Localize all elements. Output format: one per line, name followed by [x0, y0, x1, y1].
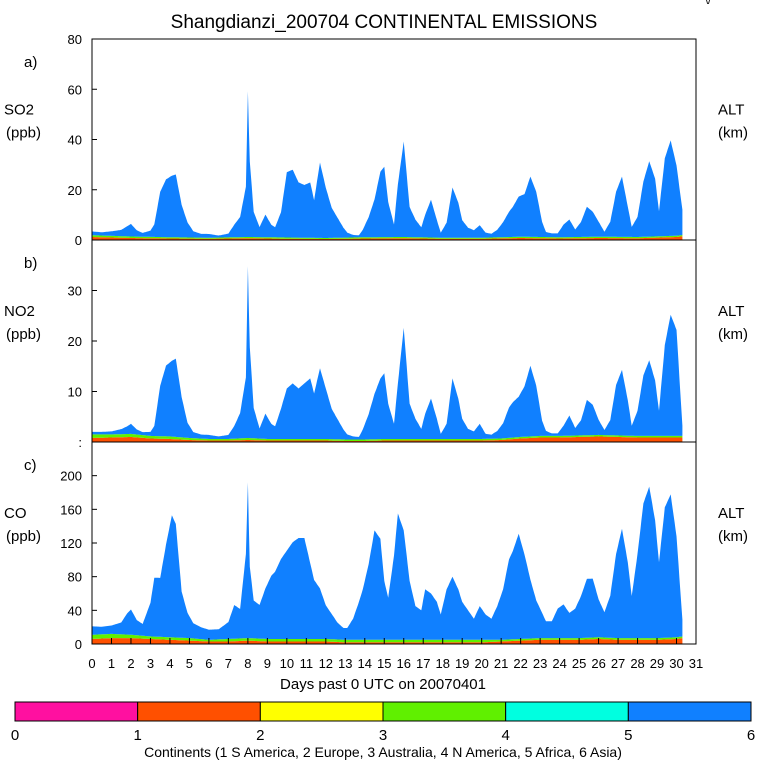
x-tick-label: 26	[591, 656, 605, 671]
colorbar-segment-5	[505, 701, 629, 722]
y-tick-label: 120	[60, 536, 82, 551]
y-axis-label: SO2	[4, 102, 34, 119]
colorbar-segment-6	[627, 701, 752, 722]
y-tick-label: 20	[68, 334, 82, 349]
y-tick-label: 160	[60, 502, 82, 517]
y-axis-unit: (ppb)	[6, 125, 41, 142]
series-asia-area	[92, 482, 683, 640]
y-tick-label: 40	[68, 133, 82, 148]
y-tick-label: 0	[75, 233, 82, 248]
colorbar-tick-label: 6	[747, 727, 755, 744]
colorbar-label: Continents (1 S America, 2 Europe, 3 Aus…	[144, 744, 622, 760]
x-tick-label: 0	[88, 656, 95, 671]
panels: 0 20 40 60 80 a) SO2 (ppb) ALT (km): 10 20 30 b) NO2 (p…	[4, 32, 748, 652]
x-tick-label: 16	[397, 656, 411, 671]
y-axis-unit: (ppb)	[6, 326, 41, 343]
x-tick-label: 14	[358, 656, 372, 671]
x-tick-label: 27	[611, 656, 625, 671]
panel-2: : 10 20 30 b) NO2 (ppb) ALT (km)	[4, 239, 748, 450]
right-axis-label: ALT	[718, 303, 744, 320]
x-tick-label: 12	[319, 656, 333, 671]
y-tick-label: 10	[68, 385, 82, 400]
x-tick-label: 21	[494, 656, 508, 671]
right-axis-unit: (km)	[718, 326, 748, 343]
x-tick-label: 4	[166, 656, 173, 671]
y-tick-label: 80	[68, 32, 82, 47]
x-tick-label: 5	[186, 656, 193, 671]
colorbar-segment-4	[382, 701, 507, 722]
y-tick-label: 60	[68, 82, 82, 97]
y-axis-unit: (ppb)	[6, 528, 41, 545]
right-axis-unit: (km)	[718, 125, 748, 142]
y-tick-label: 20	[68, 183, 82, 198]
corner-mark: \/	[705, 0, 712, 7]
y-tick-label: :	[78, 435, 82, 450]
x-tick-label: 19	[455, 656, 469, 671]
y-tick-label: 40	[68, 603, 82, 618]
y-tick-label: 0	[75, 637, 82, 652]
x-tick-label: 3	[147, 656, 154, 671]
x-tick-label: 29	[650, 656, 664, 671]
y-axis-label: CO	[4, 505, 27, 522]
series-europe-area	[92, 436, 683, 442]
colorbar-segment-3	[259, 701, 384, 722]
y-tick-label: 80	[68, 570, 82, 585]
colorbar-tick-label: 2	[256, 727, 264, 744]
series-asia-area	[92, 266, 683, 440]
x-tick-label: 9	[264, 656, 271, 671]
chart-title: Shangdianzi_200704 CONTINENTAL EMISSIONS	[171, 12, 598, 33]
x-tick-label: 22	[513, 656, 527, 671]
x-axis-label: Days past 0 UTC on 20070401	[280, 676, 486, 693]
series-n-america-area	[92, 235, 683, 239]
x-tick-label: 31	[689, 656, 703, 671]
x-tick-label: 17	[416, 656, 430, 671]
right-axis-label: ALT	[718, 505, 744, 522]
x-tick-label: 28	[630, 656, 644, 671]
x-tick-label: 18	[435, 656, 449, 671]
panel-letter: a)	[24, 54, 37, 71]
x-tick-label: 24	[552, 656, 566, 671]
panel-letter: c)	[24, 457, 37, 474]
series-europe-area	[92, 236, 683, 240]
x-tick-label: 1	[108, 656, 115, 671]
x-tick-label: 15	[377, 656, 391, 671]
series-n-america-area	[92, 433, 683, 441]
x-tick-label: 2	[127, 656, 134, 671]
x-tick-label: 8	[244, 656, 251, 671]
colorbar-segment-2	[137, 701, 261, 722]
x-tick-label: 10	[280, 656, 294, 671]
colorbar-tick-label: 3	[379, 727, 387, 744]
series-europe-area	[92, 638, 683, 644]
colorbar: 0 1 2 3 4 5 6	[11, 701, 755, 744]
x-tick-label: 7	[225, 656, 232, 671]
y-tick-label: 200	[60, 469, 82, 484]
panel-letter: b)	[24, 255, 37, 272]
colorbar-tick-label: 1	[133, 727, 141, 744]
y-tick-label: 30	[68, 284, 82, 299]
panel-3: 0 40 80 120 160 200 c) CO (ppb) ALT (km)	[4, 441, 748, 652]
x-tick-label: 13	[338, 656, 352, 671]
x-tick-label: 25	[572, 656, 586, 671]
x-tick-label: 20	[474, 656, 488, 671]
right-axis-unit: (km)	[718, 528, 748, 545]
colorbar-tick-label: 4	[501, 727, 509, 744]
right-axis-label: ALT	[718, 102, 744, 119]
colorbar-tick-label: 0	[11, 727, 19, 744]
y-axis-label: NO2	[4, 303, 35, 320]
x-axis: 0 1 2 3 4 5 6 7 8 9 10 11 12 13 14 15 16 17 18 19 20 21 22 23 24…	[88, 638, 703, 671]
colorbar-tick-label: 5	[624, 727, 632, 744]
x-tick-label: 23	[533, 656, 547, 671]
series-n-america-area	[92, 633, 683, 643]
x-tick-label: 6	[205, 656, 212, 671]
series-asia-area	[92, 91, 683, 238]
panel-1: 0 20 40 60 80 a) SO2 (ppb) ALT (km)	[4, 32, 748, 248]
x-tick-label: 30	[669, 656, 683, 671]
colorbar-segment-1	[14, 701, 139, 722]
x-tick-label: 11	[300, 656, 314, 671]
